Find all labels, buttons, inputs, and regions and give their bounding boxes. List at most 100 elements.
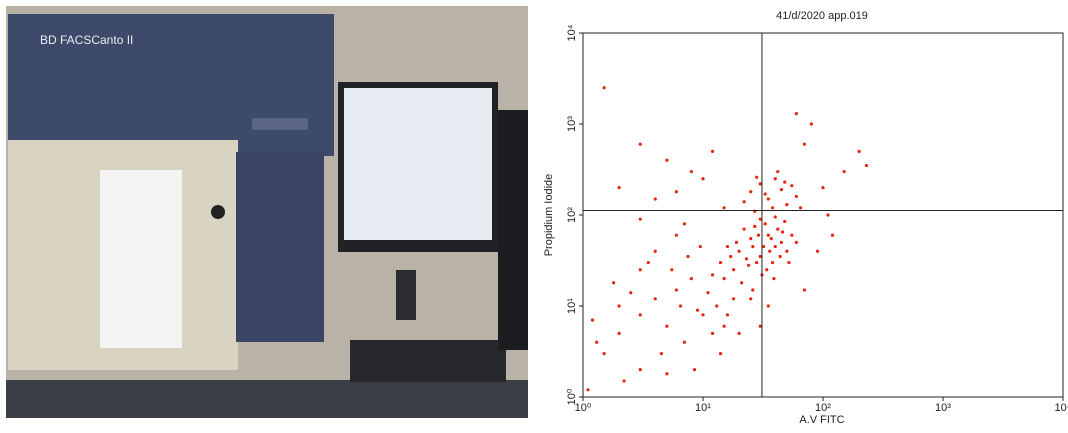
data-point — [758, 217, 762, 221]
data-point — [670, 268, 674, 272]
data-point — [826, 213, 830, 217]
data-point — [783, 219, 787, 224]
data-point — [729, 254, 733, 259]
data-point — [665, 324, 669, 328]
data-point — [718, 260, 723, 265]
status-panel — [252, 118, 308, 130]
data-point — [744, 257, 749, 261]
data-point — [659, 351, 663, 356]
data-point — [678, 304, 683, 308]
data-point — [638, 313, 642, 317]
data-point — [602, 351, 606, 356]
data-point — [686, 254, 690, 259]
x-axis-label: A.V FITC — [799, 414, 844, 426]
data-point — [653, 297, 657, 301]
data-point — [755, 175, 759, 179]
data-point — [665, 158, 669, 162]
data-point — [766, 197, 770, 201]
data-point — [682, 222, 687, 226]
x-tick-label: 10³ — [935, 402, 951, 414]
y-tick-label: 10⁰ — [566, 388, 578, 405]
data-point — [802, 288, 807, 292]
data-point — [695, 308, 700, 312]
data-point — [732, 268, 736, 272]
data-point — [776, 227, 780, 231]
y-tick-label: 10² — [566, 207, 578, 223]
data-point — [758, 182, 762, 186]
data-point — [674, 233, 678, 237]
data-point — [755, 260, 759, 265]
data-point — [718, 351, 723, 356]
data-point — [602, 86, 606, 90]
data-point — [772, 277, 776, 281]
data-point — [785, 203, 789, 207]
data-point — [785, 249, 789, 253]
data-point — [725, 244, 730, 249]
data-point — [722, 206, 726, 210]
data-point — [749, 297, 753, 301]
data-point — [638, 368, 642, 372]
data-point — [779, 240, 783, 244]
data-point — [779, 188, 783, 192]
instrument-side — [236, 152, 324, 342]
data-point — [776, 169, 780, 174]
data-point — [737, 249, 741, 253]
data-point — [737, 331, 741, 335]
data-point — [758, 254, 762, 259]
instrument-label: BD FACSCanto II — [40, 33, 133, 47]
data-point — [740, 281, 744, 285]
data-point — [617, 186, 621, 190]
data-point — [698, 244, 702, 249]
data-point — [725, 313, 730, 317]
data-point — [617, 331, 621, 335]
data-point — [747, 263, 751, 267]
data-point — [701, 177, 705, 181]
data-point — [742, 227, 746, 231]
plot-frame — [582, 32, 1064, 398]
data-point — [798, 206, 803, 210]
data-point — [787, 260, 791, 265]
data-point — [617, 304, 621, 308]
data-point — [864, 163, 869, 168]
pc-tower — [498, 110, 528, 350]
data-point — [701, 313, 705, 317]
data-point — [638, 268, 642, 272]
data-point — [821, 186, 825, 190]
y-tick-label: 10³ — [566, 116, 578, 132]
bench — [6, 380, 528, 418]
data-point — [790, 233, 794, 237]
data-point — [778, 254, 782, 259]
data-point — [742, 200, 746, 204]
data-point — [689, 169, 693, 174]
data-point — [715, 304, 719, 308]
x-tick-label: 10¹ — [695, 402, 711, 414]
data-point — [710, 331, 715, 335]
data-point — [753, 224, 757, 228]
data-point — [682, 340, 687, 344]
y-axis-label: Propidium Iodide — [543, 174, 555, 257]
data-point — [692, 368, 697, 372]
data-point — [780, 230, 785, 234]
chart-title: 41/d/2020 app.019 — [776, 10, 868, 22]
y-tick-label: 10⁴ — [566, 24, 578, 41]
data-point — [734, 240, 739, 244]
data-point — [710, 273, 715, 277]
data-point — [794, 112, 798, 116]
data-point — [586, 388, 590, 392]
knob — [211, 205, 225, 219]
data-point — [653, 249, 657, 253]
data-point — [749, 190, 753, 194]
data-point — [653, 197, 657, 201]
instrument-top — [8, 14, 334, 156]
data-point — [638, 142, 642, 146]
data-point — [842, 169, 846, 174]
data-point — [756, 233, 761, 237]
data-point — [815, 249, 820, 253]
data-point — [706, 291, 710, 295]
data-point — [629, 291, 633, 295]
data-point — [802, 142, 807, 146]
x-tick-label: 10² — [815, 402, 831, 414]
data-point — [770, 260, 775, 265]
